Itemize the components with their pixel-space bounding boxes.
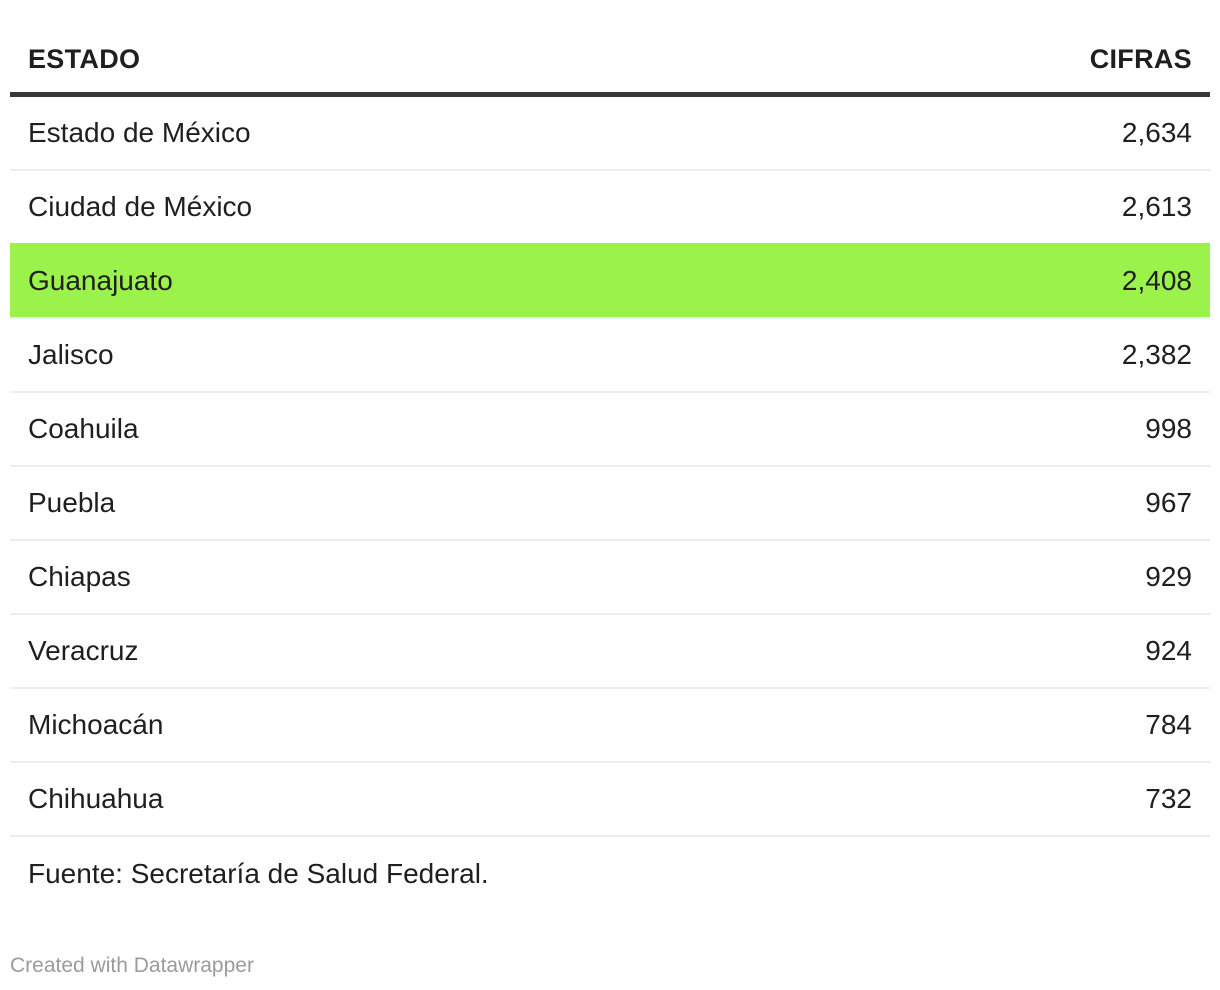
source-note: Fuente: Secretaría de Salud Federal.	[10, 835, 1210, 911]
cifras-cell: 2,634	[793, 97, 1210, 169]
estado-cell: Chihuahua	[10, 761, 794, 835]
estado-cell: Ciudad de México	[10, 169, 794, 243]
table-row: Michoacán 784	[10, 687, 1210, 761]
cifras-cell: 2,613	[793, 169, 1210, 243]
cifras-cell: 784	[793, 687, 1210, 761]
datawrapper-table: ESTADO CIFRAS Estado de México 2,634 Ciuda…	[10, 0, 1210, 979]
estado-cell: Chiapas	[10, 539, 794, 613]
estado-cell: Puebla	[10, 465, 794, 539]
column-header-estado: ESTADO	[10, 0, 794, 97]
estado-cell: Estado de México	[10, 97, 794, 169]
cifras-cell: 2,408	[793, 243, 1210, 317]
table-header: ESTADO CIFRAS	[10, 0, 1210, 97]
header-row: ESTADO CIFRAS	[10, 0, 1210, 97]
estado-cell: Michoacán	[10, 687, 794, 761]
estado-cell: Coahuila	[10, 391, 794, 465]
cifras-cell: 967	[793, 465, 1210, 539]
cifras-cell: 929	[793, 539, 1210, 613]
table-row: Veracruz 924	[10, 613, 1210, 687]
column-header-cifras: CIFRAS	[793, 0, 1210, 97]
datawrapper-attribution-link[interactable]: Created with Datawrapper	[10, 954, 254, 977]
states-table: ESTADO CIFRAS Estado de México 2,634 Ciuda…	[10, 0, 1210, 835]
estado-cell: Veracruz	[10, 613, 794, 687]
estado-cell: Jalisco	[10, 317, 794, 391]
table-body: Estado de México 2,634 Ciudad de México 2,6…	[10, 97, 1210, 835]
cifras-cell: 924	[793, 613, 1210, 687]
table-row: Estado de México 2,634	[10, 97, 1210, 169]
table-row: Ciudad de México 2,613	[10, 169, 1210, 243]
table-row: Guanajuato 2,408	[10, 243, 1210, 317]
estado-cell: Guanajuato	[10, 243, 794, 317]
table-row: Coahuila 998	[10, 391, 1210, 465]
table-row: Chiapas 929	[10, 539, 1210, 613]
table-row: Chihuahua 732	[10, 761, 1210, 835]
cifras-cell: 732	[793, 761, 1210, 835]
table-row: Jalisco 2,382	[10, 317, 1210, 391]
cifras-cell: 2,382	[793, 317, 1210, 391]
cifras-cell: 998	[793, 391, 1210, 465]
table-row: Puebla 967	[10, 465, 1210, 539]
